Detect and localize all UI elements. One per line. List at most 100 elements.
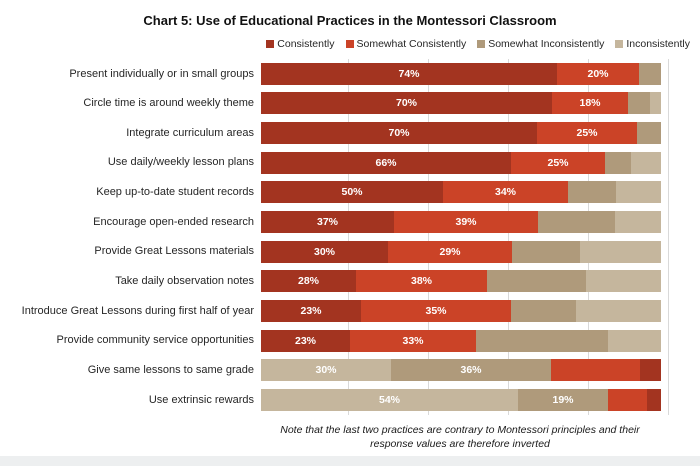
segment-somewhat_consistently	[608, 389, 647, 412]
segment-value-label: 30%	[315, 364, 337, 377]
bar-row: Use daily/weekly lesson plans 66% 25%	[0, 148, 700, 178]
gridlines	[268, 59, 669, 415]
segment-value-label: 23%	[300, 305, 322, 318]
segment-somewhat_inconsistently	[639, 62, 661, 85]
category-label: Give same lessons to same grade	[87, 364, 254, 377]
stacked-bar: 74% 20%	[261, 62, 661, 85]
stacked-bar: 70% 25%	[261, 122, 661, 145]
segment-value-label: 36%	[460, 364, 482, 377]
segment-consistently: 28%	[261, 270, 356, 293]
segment-somewhat_inconsistently	[487, 270, 586, 293]
segment-somewhat_consistently	[551, 359, 640, 382]
stacked-bar: 28% 38%	[261, 270, 661, 293]
segment-somewhat_inconsistently	[512, 240, 580, 263]
segment-value-label: 33%	[402, 334, 424, 347]
segment-somewhat_consistently: 25%	[511, 151, 605, 174]
segment-consistently: 37%	[261, 211, 394, 234]
gridline	[508, 59, 509, 415]
bar-row: Provide Great Lessons materials 30% 29%	[0, 237, 700, 267]
category-label: Integrate curriculum areas	[126, 126, 254, 139]
segment-inconsistently: 30%	[261, 359, 391, 382]
bar-row: Present individually or in small groups 7…	[0, 59, 700, 89]
legend-item-inconsistently: Inconsistently	[615, 38, 690, 50]
category-label: Keep up-to-date student records	[96, 186, 254, 199]
segment-somewhat_consistently: 25%	[537, 122, 637, 145]
segment-value-label: 30%	[313, 245, 335, 258]
segment-inconsistently	[631, 151, 661, 174]
gridline	[348, 59, 349, 415]
stacked-bar: 37% 39%	[261, 211, 661, 234]
segment-somewhat_inconsistently	[568, 181, 616, 204]
segment-inconsistently	[616, 181, 661, 204]
segment-value-label: 74%	[398, 67, 420, 80]
segment-somewhat_consistently: 29%	[388, 240, 512, 263]
segment-value-label: 37%	[316, 216, 338, 229]
bar-row: Take daily observation notes 28% 38%	[0, 267, 700, 297]
bottom-strip	[0, 456, 700, 466]
stacked-bar: 23% 35%	[261, 300, 661, 323]
legend-label: Somewhat Inconsistently	[488, 38, 605, 50]
segment-somewhat_consistently: 18%	[552, 92, 628, 115]
legend-item-somewhat_inconsistently: Somewhat Inconsistently	[477, 38, 604, 50]
bar-row: Keep up-to-date student records 50% 34%	[0, 178, 700, 208]
stacked-bar: 54% 19%	[261, 389, 661, 412]
segment-consistently: 70%	[261, 92, 552, 115]
bar-row: Encourage open-ended research 37% 39%	[0, 207, 700, 237]
segment-value-label: 28%	[297, 275, 319, 288]
legend-item-consistently: Consistently	[266, 38, 335, 50]
segment-consistently: 23%	[261, 329, 350, 352]
category-label: Provide community service opportunities	[56, 334, 254, 347]
bar-row: Integrate curriculum areas 70% 25%	[0, 118, 700, 148]
segment-value-label: 25%	[576, 127, 598, 140]
stacked-bar: 66% 25%	[261, 151, 661, 174]
stacked-bar: 30% 29%	[261, 240, 661, 263]
segment-inconsistently	[608, 329, 661, 352]
stacked-bar: 30% 36%	[261, 359, 661, 382]
category-label: Take daily observation notes	[115, 275, 254, 288]
segment-value-label: 50%	[341, 186, 363, 199]
bar-row: Use extrinsic rewards 54% 19%	[0, 385, 700, 415]
segment-inconsistently: 54%	[261, 389, 518, 412]
segment-somewhat_consistently: 20%	[557, 62, 639, 85]
segment-consistently: 74%	[261, 62, 557, 85]
segment-somewhat_inconsistently	[605, 151, 631, 174]
segment-somewhat_consistently: 38%	[356, 270, 487, 293]
segment-value-label: 70%	[395, 97, 417, 110]
chart-container: Chart 5: Use of Educational Practices in…	[0, 13, 700, 466]
chart-title: Chart 5: Use of Educational Practices in…	[143, 13, 557, 28]
segment-somewhat_inconsistently	[511, 300, 576, 323]
segment-consistently	[647, 389, 661, 412]
plot-area: Present individually or in small groups 7…	[0, 59, 700, 415]
segment-somewhat_inconsistently	[628, 92, 650, 115]
segment-value-label: 20%	[587, 67, 609, 80]
bar-row: Give same lessons to same grade 30% 36%	[0, 356, 700, 386]
consistently-swatch-icon	[266, 40, 275, 48]
segment-somewhat_consistently: 39%	[394, 211, 538, 234]
category-label: Use extrinsic rewards	[148, 393, 254, 406]
segment-consistently: 23%	[261, 300, 361, 323]
segment-consistently: 30%	[261, 240, 388, 263]
category-label: Present individually or in small groups	[69, 67, 254, 80]
gridline	[428, 59, 429, 415]
segment-somewhat_inconsistently	[637, 122, 661, 145]
chart-note: Note that the last two practices are con…	[240, 423, 680, 451]
segment-inconsistently	[615, 211, 661, 234]
segment-value-label: 18%	[579, 97, 601, 110]
segment-somewhat_inconsistently: 36%	[391, 359, 551, 382]
chart-note-line2: response values are therefore inverted	[370, 438, 550, 451]
segment-inconsistently	[650, 92, 661, 115]
legend: Consistently Somewhat Consistently Somewha…	[0, 28, 700, 50]
segment-somewhat_consistently: 35%	[361, 300, 511, 323]
category-label: Encourage open-ended research	[93, 215, 254, 228]
somewhat_inconsistently-swatch-icon	[477, 40, 486, 48]
legend-label: Inconsistently	[626, 38, 690, 50]
bar-row: Introduce Great Lessons during first hal…	[0, 296, 700, 326]
category-label: Provide Great Lessons materials	[94, 245, 254, 258]
segment-somewhat_inconsistently	[538, 211, 615, 234]
segment-inconsistently	[576, 300, 661, 323]
category-label: Introduce Great Lessons during first hal…	[21, 304, 254, 317]
segment-value-label: 19%	[552, 394, 574, 407]
segment-inconsistently	[580, 240, 661, 263]
segment-value-label: 34%	[494, 186, 516, 199]
segment-consistently: 66%	[261, 151, 511, 174]
